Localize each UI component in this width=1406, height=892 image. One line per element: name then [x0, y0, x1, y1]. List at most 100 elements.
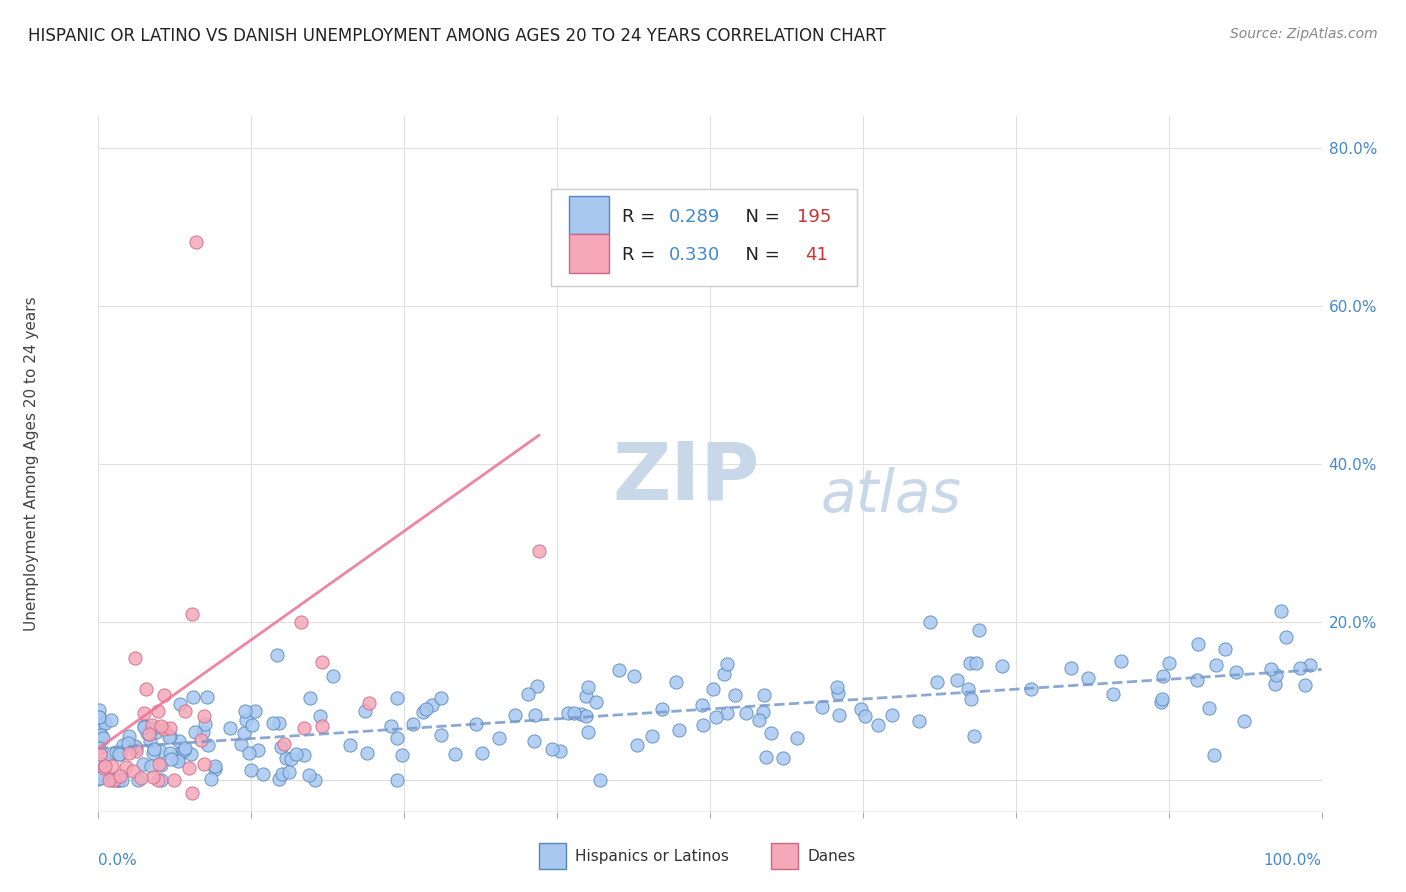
Point — [169, 698, 191, 712]
Point — [557, 706, 579, 720]
Point — [576, 724, 599, 739]
Point — [1198, 701, 1220, 715]
Point — [197, 738, 219, 752]
Point — [1185, 673, 1208, 687]
Point — [108, 747, 131, 762]
Point — [89, 747, 111, 762]
Point — [134, 720, 156, 734]
Point — [716, 657, 738, 672]
Point — [87, 731, 110, 746]
Point — [127, 773, 149, 788]
Point — [960, 691, 983, 706]
Point — [1265, 668, 1288, 682]
Point — [138, 727, 160, 741]
Point — [129, 772, 152, 786]
Point — [160, 752, 183, 766]
Point — [1270, 604, 1292, 618]
Point — [1019, 681, 1042, 696]
Point — [149, 744, 172, 758]
Point — [107, 747, 129, 761]
Point — [135, 682, 157, 697]
Point — [298, 768, 321, 782]
Point — [576, 680, 599, 694]
Point — [562, 706, 585, 720]
Text: Unemployment Among Ages 20 to 24 years: Unemployment Among Ages 20 to 24 years — [24, 296, 38, 632]
Point — [278, 764, 301, 779]
Point — [786, 731, 808, 745]
Point — [1150, 695, 1173, 709]
Point — [159, 746, 181, 760]
Point — [100, 773, 122, 788]
Text: 0.330: 0.330 — [668, 246, 720, 264]
Point — [959, 656, 981, 670]
Point — [354, 704, 377, 718]
Point — [191, 725, 214, 739]
Point — [1213, 641, 1236, 656]
Point — [159, 721, 181, 735]
Point — [488, 731, 510, 746]
Point — [125, 743, 148, 757]
Point — [967, 623, 990, 637]
Text: 0.289: 0.289 — [668, 208, 720, 226]
Point — [180, 747, 202, 762]
Point — [575, 689, 598, 703]
Point — [134, 706, 156, 720]
Point — [235, 704, 257, 718]
Point — [186, 235, 208, 250]
Point — [200, 772, 222, 787]
Point — [90, 716, 112, 731]
Point — [1159, 656, 1181, 670]
Point — [267, 772, 290, 787]
Text: ZIP: ZIP — [612, 439, 759, 516]
Point — [308, 709, 330, 723]
Point — [141, 759, 163, 773]
Point — [167, 750, 190, 764]
Point — [195, 690, 218, 704]
Point — [759, 726, 782, 740]
Point — [124, 651, 146, 665]
Point — [540, 742, 562, 756]
Point — [240, 718, 263, 732]
Point — [177, 761, 200, 775]
Text: 0.0%: 0.0% — [98, 854, 138, 869]
Point — [117, 736, 139, 750]
Point — [149, 719, 172, 733]
Point — [430, 728, 453, 742]
Point — [87, 772, 110, 786]
Point — [122, 764, 145, 779]
Point — [150, 758, 173, 772]
Point — [752, 688, 775, 702]
Point — [402, 716, 425, 731]
Point — [623, 669, 645, 683]
Point — [87, 739, 110, 753]
Point — [415, 702, 437, 716]
Point — [1275, 630, 1298, 644]
Point — [238, 747, 260, 761]
Point — [907, 714, 929, 728]
Point — [772, 751, 794, 765]
Point — [716, 706, 738, 720]
Point — [107, 773, 129, 788]
Text: R =: R = — [621, 246, 661, 264]
Point — [734, 706, 756, 720]
Point — [148, 704, 170, 718]
Point — [284, 747, 307, 761]
Point — [1111, 654, 1133, 668]
Point — [229, 737, 252, 751]
Point — [339, 738, 361, 752]
FancyBboxPatch shape — [569, 196, 609, 235]
Point — [239, 763, 262, 777]
Point — [143, 742, 166, 756]
Point — [91, 760, 114, 774]
Point — [412, 706, 434, 720]
Point — [387, 690, 409, 705]
Point — [98, 773, 121, 788]
Point — [173, 743, 195, 757]
Point — [665, 675, 688, 690]
Point — [724, 689, 747, 703]
Point — [139, 734, 162, 748]
Point — [232, 726, 254, 740]
Point — [111, 773, 134, 788]
Point — [1202, 747, 1225, 762]
Point — [108, 769, 131, 783]
